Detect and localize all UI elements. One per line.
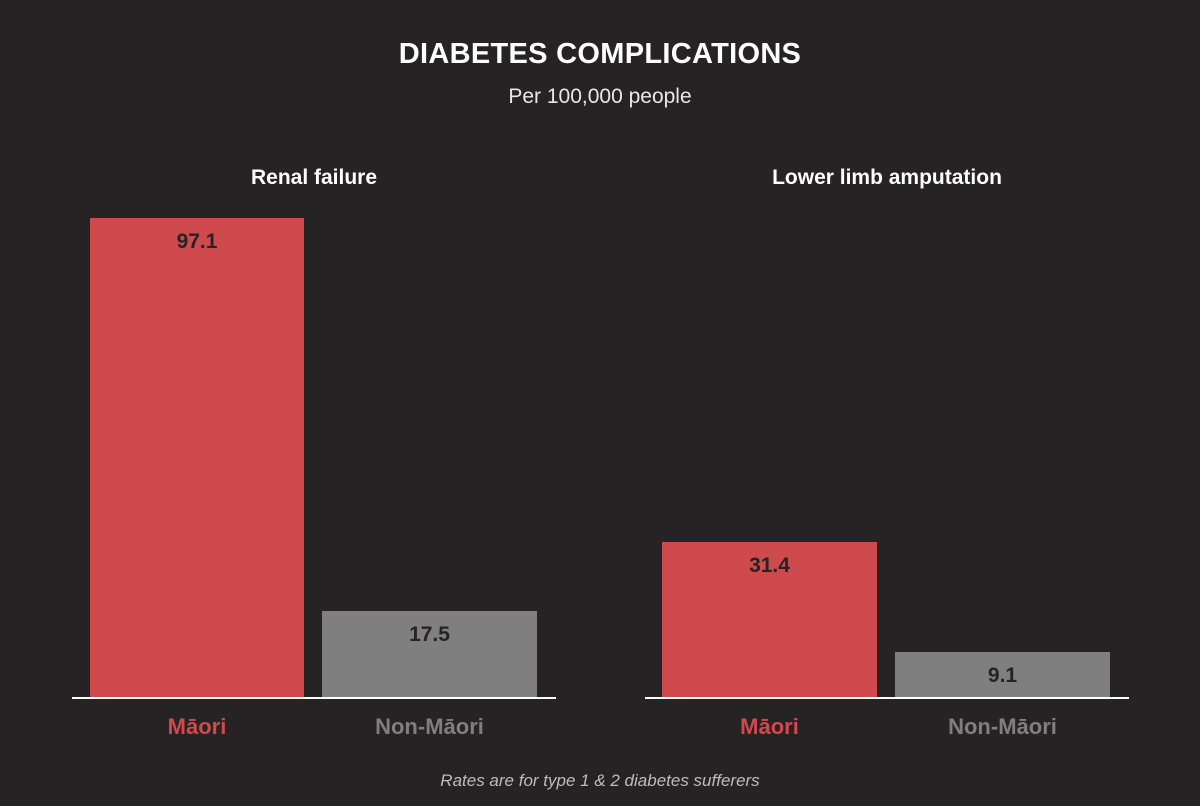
lower-limb-amputation-plot-area: 31.4 9.1 [645,218,1129,697]
value-label-amputation-non-maori: 9.1 [987,664,1018,687]
lower-limb-amputation-panel: Lower limb amputation 31.4 9.1 Māori Non… [645,160,1129,750]
category-label-amputation-maori: Māori [740,714,799,739]
bar-amputation-non-maori: 9.1 [895,652,1110,697]
category-label-renal-maori: Māori [167,714,227,739]
chart-title: DIABETES COMPLICATIONS [398,38,802,70]
category-label-renal-non-maori: Non-Māori [375,714,484,739]
footnote: Rates are for type 1 & 2 diabetes suffer… [440,771,760,790]
renal-failure-panel: Renal failure 97.1 17.5 Māori Non-Māori [72,160,556,750]
chart-subtitle: Per 100,000 people [508,85,692,108]
bar-renal-non-maori: 17.5 [322,611,537,697]
renal-failure-plot-area: 97.1 17.5 [72,218,556,697]
bar-renal-maori: 97.1 [90,218,304,697]
panel-title-lower-limb-amputation: Lower limb amputation [772,166,1002,189]
value-label-renal-non-maori: 17.5 [409,623,450,646]
value-label-amputation-maori: 31.4 [749,554,790,577]
x-axis-line-amputation [645,697,1129,699]
category-label-amputation-non-maori: Non-Māori [948,714,1057,739]
x-axis-line-renal [72,697,556,699]
bar-amputation-maori: 31.4 [662,542,877,697]
panel-title-renal-failure: Renal failure [250,166,378,189]
value-label-renal-maori: 97.1 [176,230,218,253]
